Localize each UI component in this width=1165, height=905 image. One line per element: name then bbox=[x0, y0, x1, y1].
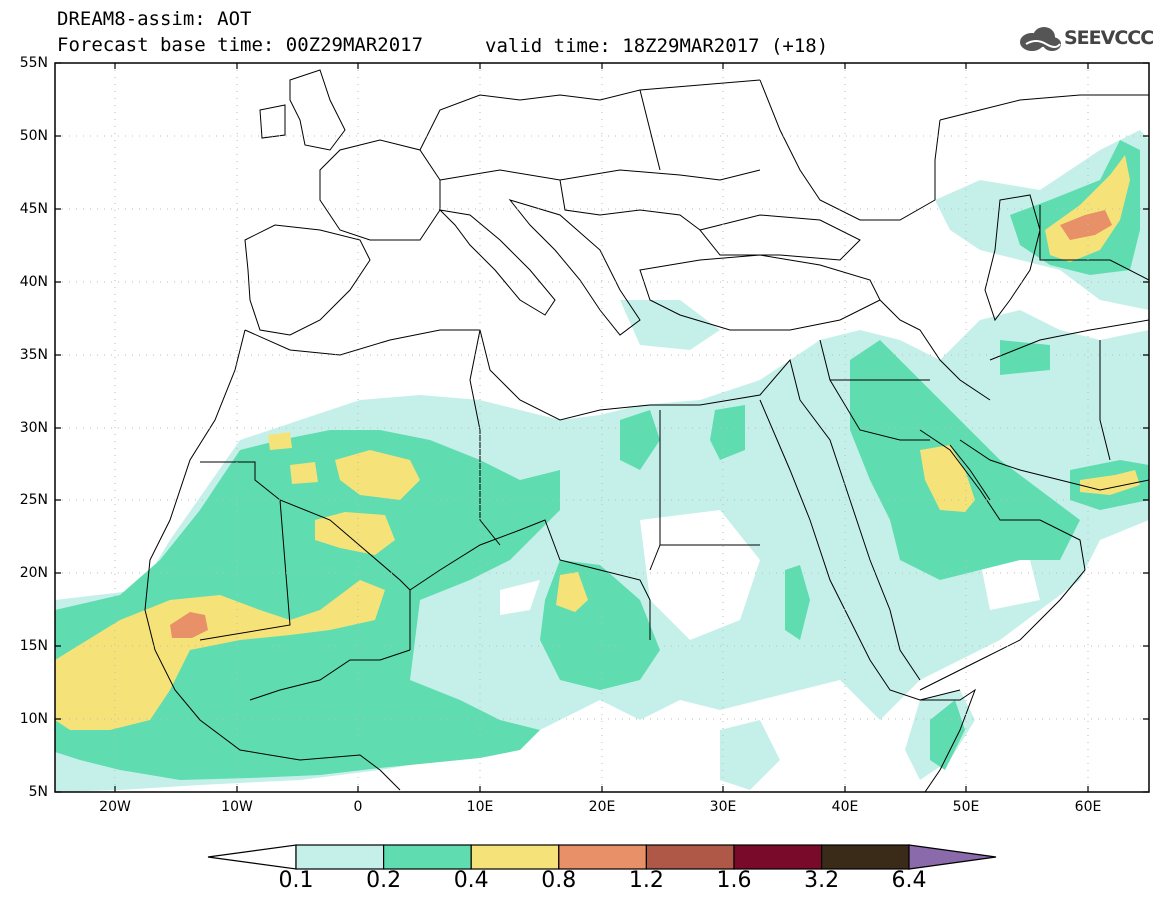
colorbar-swatch bbox=[645, 844, 735, 870]
colorbar-swatch bbox=[733, 844, 823, 870]
colorbar-label: 0.2 bbox=[366, 868, 402, 893]
axis-ticks bbox=[55, 62, 1149, 793]
lon-label: 20W bbox=[99, 799, 131, 815]
lon-label: 30E bbox=[709, 799, 737, 815]
colorbar-swatch bbox=[295, 844, 385, 870]
lat-label: 55N bbox=[19, 55, 48, 71]
seevccc-logo: SEEVCCC bbox=[1016, 24, 1156, 56]
lat-label: 50N bbox=[19, 128, 48, 144]
lon-label: 60E bbox=[1074, 799, 1102, 815]
lon-label: 10E bbox=[466, 799, 494, 815]
logo-text: SEEVCCC bbox=[1064, 27, 1154, 49]
colorbar-label: 0.1 bbox=[278, 868, 314, 893]
colorbar-label: 3.2 bbox=[804, 868, 840, 893]
lat-label: 25N bbox=[19, 492, 48, 508]
map-title: DREAM8-assim: AOT bbox=[57, 8, 252, 30]
colorbar-swatch bbox=[383, 844, 472, 870]
colorbar-swatch bbox=[820, 844, 910, 870]
lon-label: 50E bbox=[952, 799, 980, 815]
lat-label: 30N bbox=[19, 420, 48, 436]
aot-level-0.8 bbox=[170, 210, 1112, 638]
valid-time: valid time: 18Z29MAR2017 (+18) bbox=[485, 35, 829, 57]
cloud-icon bbox=[1020, 27, 1061, 51]
colorbar-label: 0.4 bbox=[453, 868, 489, 893]
colorbar-label: 1.2 bbox=[628, 868, 664, 893]
lat-label: 10N bbox=[19, 711, 48, 727]
colorbar-label: 0.8 bbox=[541, 868, 577, 893]
aot-level-0.4 bbox=[55, 155, 1140, 730]
colorbar-label: 6.4 bbox=[891, 868, 927, 893]
colorbar-high-arrow bbox=[908, 844, 997, 870]
lon-label: 0 bbox=[353, 799, 363, 815]
colorbar-swatch bbox=[558, 844, 647, 870]
lon-label: 10W bbox=[221, 799, 253, 815]
lat-label: 45N bbox=[19, 201, 48, 217]
colorbar-label: 1.6 bbox=[716, 868, 752, 893]
lat-label: 5N bbox=[28, 784, 48, 800]
lon-label: 20E bbox=[588, 799, 616, 815]
colorbar-swatch bbox=[470, 844, 560, 870]
lat-label: 40N bbox=[19, 274, 48, 290]
lon-label: 40E bbox=[831, 799, 859, 815]
coastlines bbox=[144, 69, 1149, 792]
lat-label: 35N bbox=[19, 347, 48, 363]
lat-label: 15N bbox=[19, 638, 48, 654]
lat-label: 20N bbox=[19, 565, 48, 581]
forecast-base-time: Forecast base time: 00Z29MAR2017 bbox=[57, 34, 424, 56]
colorbar-low-arrow bbox=[207, 844, 297, 870]
graticule bbox=[55, 63, 1149, 792]
